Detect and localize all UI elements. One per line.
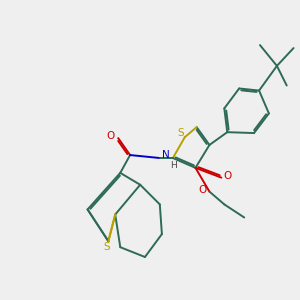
Text: O: O	[224, 171, 232, 181]
Text: O: O	[199, 184, 207, 194]
Text: N: N	[163, 150, 170, 160]
Text: H: H	[170, 161, 177, 170]
Text: S: S	[103, 242, 110, 252]
Text: O: O	[106, 131, 115, 141]
Text: S: S	[177, 128, 184, 138]
